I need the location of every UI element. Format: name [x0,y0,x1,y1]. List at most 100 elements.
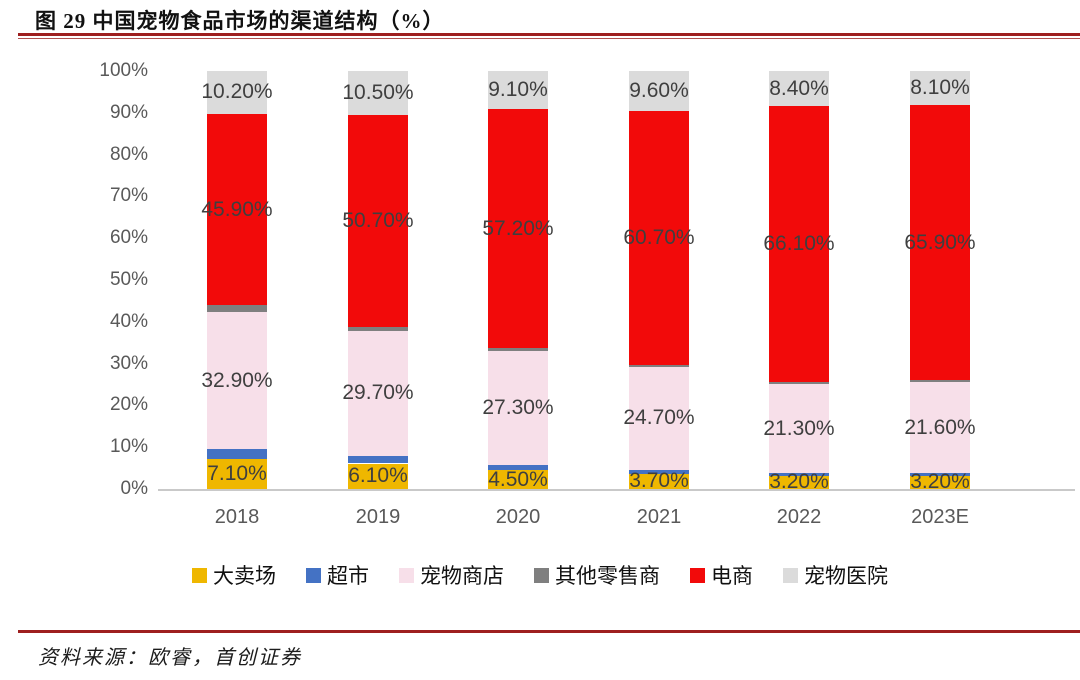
legend-item-大卖场: 大卖场 [192,560,276,590]
x-axis-category-label: 2021 [636,506,682,528]
bar-segment-电商 [207,113,267,306]
bar-segment-宠物商店 [629,366,689,470]
bar-segment-宠物商店 [207,311,267,450]
data-label: 8.40% [769,76,829,100]
data-label: 6.10% [348,464,408,488]
title-divider-rule [18,33,1080,39]
bar-segment-其他零售商 [769,382,829,385]
bar-segment-大卖场 [629,473,689,489]
legend-swatch-icon [534,567,549,583]
data-label: 50.70% [342,208,414,232]
bar-segment-电商 [769,106,829,383]
footer-divider-rule [18,630,1080,633]
bar-segment-大卖场 [769,475,829,489]
legend-swatch-icon [306,567,321,583]
data-label: 21.30% [763,416,835,440]
bar-segment-大卖场 [488,470,548,489]
data-label: 3.20% [769,470,829,494]
chart-legend: 大卖场 超市 宠物商店 其他零售商 电商 宠物医院 [0,560,1080,590]
data-label: 27.30% [482,395,554,419]
legend-label: 宠物商店 [420,565,504,588]
y-axis-tick-label: 100% [99,60,148,81]
data-label: 10.20% [201,80,273,104]
bar-segment-其他零售商 [910,380,970,383]
x-axis-category-label: 2019 [355,506,401,528]
bar-segment-宠物医院 [769,71,829,107]
data-label: 9.60% [629,79,689,103]
x-axis-category-label: 2023E [911,506,969,528]
data-label: 7.10% [207,462,267,486]
y-axis-tick-label: 90% [109,101,148,123]
legend-label: 其他零售商 [555,565,660,588]
bar-segment-大卖场 [910,475,970,489]
y-axis-tick-label: 0% [120,478,148,499]
bar-segment-超市 [207,449,267,460]
legend-item-宠物医院: 宠物医院 [783,560,888,590]
data-label: 57.20% [482,216,554,240]
bar-segment-电商 [488,109,548,349]
bar-segment-大卖场 [207,459,267,489]
y-axis-tick-label: 10% [109,436,148,458]
bar-segment-宠物医院 [348,71,408,115]
bar-segment-超市 [348,455,408,464]
bar-segment-宠物商店 [348,331,408,456]
bar-segment-电商 [348,114,408,327]
data-label: 65.90% [904,230,976,254]
data-label: 66.10% [763,232,835,256]
legend-label: 超市 [327,565,369,588]
bar-segment-宠物医院 [488,71,548,110]
bar-segment-宠物医院 [910,71,970,105]
y-axis-tick-label: 60% [109,227,148,249]
y-axis-tick-label: 80% [109,143,148,165]
legend-label: 电商 [711,565,753,588]
legend-label: 宠物医院 [804,565,888,588]
x-axis-category-label: 2018 [214,506,260,528]
bar-segment-其他零售商 [629,364,689,367]
x-axis-category-label: 2020 [495,506,541,528]
legend-item-电商: 电商 [690,560,753,590]
legend-item-其他零售商: 其他零售商 [534,560,660,590]
figure-title: 图 29 中国宠物食品市场的渠道结构（%） [35,9,445,33]
bar-segment-宠物医院 [629,71,689,112]
bar-segment-电商 [910,104,970,381]
y-axis-tick-label: 30% [109,352,148,374]
source-note: 资料来源：欧睿，首创证券 [38,647,302,669]
y-axis-tick-label: 70% [109,185,148,207]
y-axis-tick-label: 20% [109,394,148,416]
legend-swatch-icon [399,567,414,583]
bar-segment-其他零售商 [348,326,408,332]
data-label: 45.90% [201,197,273,221]
data-label: 32.90% [201,368,273,392]
data-label: 21.60% [904,415,976,439]
bar-segment-超市 [769,473,829,476]
x-axis-line [158,489,1075,491]
bar-segment-宠物商店 [488,350,548,465]
legend-swatch-icon [783,567,798,583]
data-label: 4.50% [488,467,548,491]
y-axis-tick-label: 40% [109,310,148,332]
data-label: 3.70% [629,469,689,493]
data-label: 9.10% [488,78,548,102]
bar-segment-电商 [629,111,689,365]
x-axis-category-label: 2022 [776,506,822,528]
y-axis-tick-label: 50% [109,269,148,290]
data-label: 8.10% [910,75,970,99]
bar-segment-超市 [488,464,548,471]
bar-segment-大卖场 [348,463,408,489]
legend-label: 大卖场 [213,565,276,588]
data-label: 3.20% [910,470,970,494]
bar-segment-宠物医院 [207,71,267,114]
legend-swatch-icon [192,567,207,583]
legend-item-宠物商店: 宠物商店 [399,560,504,590]
bar-segment-宠物商店 [769,384,829,474]
data-label: 24.70% [623,406,695,430]
bar-segment-宠物商店 [910,382,970,473]
bar-segment-其他零售商 [488,348,548,351]
bar-segment-其他零售商 [207,305,267,312]
bar-segment-超市 [910,472,970,476]
data-label: 29.70% [342,381,414,405]
data-label: 10.50% [342,80,414,104]
legend-item-超市: 超市 [306,560,369,590]
bar-segment-超市 [629,469,689,474]
